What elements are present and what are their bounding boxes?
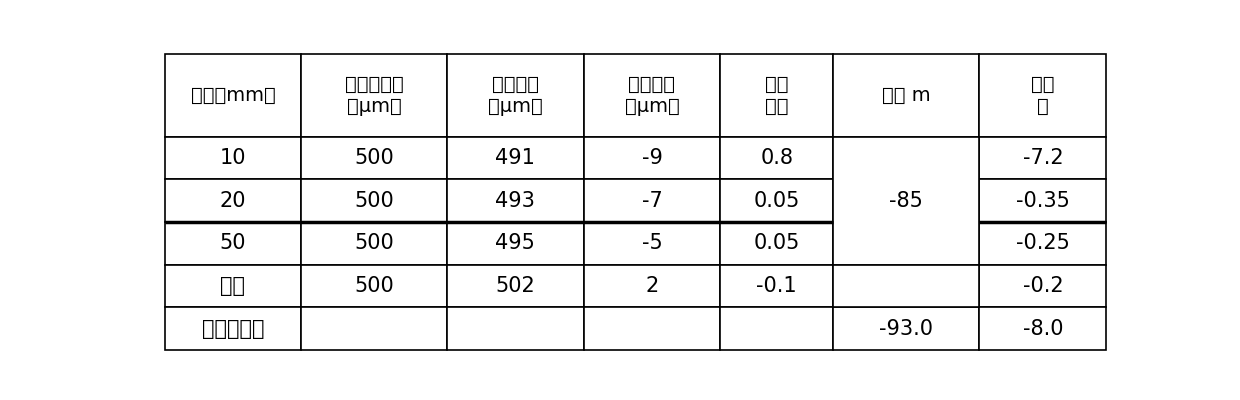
Text: 502: 502 <box>496 276 536 296</box>
Bar <box>301 307 448 350</box>
Text: 500: 500 <box>355 276 394 296</box>
Bar <box>584 264 720 307</box>
Bar <box>165 137 301 179</box>
Text: -7.2: -7.2 <box>1023 148 1063 168</box>
Text: 0.05: 0.05 <box>754 233 800 253</box>
Text: -9: -9 <box>641 148 662 168</box>
Text: 中心: 中心 <box>221 276 246 296</box>
Text: 加权
值: 加权 值 <box>1032 75 1054 116</box>
Bar <box>980 137 1106 179</box>
Bar <box>720 179 833 222</box>
Text: 单点厚差
（μm）: 单点厚差 （μm） <box>625 75 680 116</box>
Bar <box>448 307 584 350</box>
Text: 0.05: 0.05 <box>754 191 800 211</box>
Bar <box>833 264 980 307</box>
Bar <box>301 137 448 179</box>
Text: 10: 10 <box>219 148 246 168</box>
Bar <box>833 137 980 264</box>
Bar <box>720 307 833 350</box>
Text: 中心点厚度
（μm）: 中心点厚度 （μm） <box>345 75 403 116</box>
Bar <box>720 222 833 264</box>
Text: 加上 m: 加上 m <box>882 86 930 105</box>
Bar <box>448 264 584 307</box>
Text: -5: -5 <box>641 233 662 253</box>
Bar <box>980 179 1106 222</box>
Text: -8.0: -8.0 <box>1023 318 1063 338</box>
Bar <box>584 179 720 222</box>
Bar <box>448 137 584 179</box>
Text: -7: -7 <box>641 191 662 211</box>
Text: 20: 20 <box>219 191 246 211</box>
Bar <box>165 222 301 264</box>
Text: 加权
系数: 加权 系数 <box>765 75 789 116</box>
Text: -0.2: -0.2 <box>1023 276 1063 296</box>
Text: 50: 50 <box>219 233 246 253</box>
Text: 500: 500 <box>355 191 394 211</box>
Bar <box>301 222 448 264</box>
Bar <box>833 307 980 350</box>
Text: 最终窜动值: 最终窜动值 <box>202 318 264 338</box>
Text: -0.1: -0.1 <box>756 276 797 296</box>
Text: -85: -85 <box>889 191 924 211</box>
Bar <box>448 179 584 222</box>
Text: 位置（mm）: 位置（mm） <box>191 86 275 105</box>
Text: 491: 491 <box>496 148 536 168</box>
Text: 0.8: 0.8 <box>760 148 794 168</box>
Bar <box>980 264 1106 307</box>
Text: 495: 495 <box>496 233 536 253</box>
Bar <box>584 137 720 179</box>
Bar <box>584 54 720 137</box>
Bar <box>584 307 720 350</box>
Text: 493: 493 <box>496 191 536 211</box>
Text: -0.35: -0.35 <box>1016 191 1070 211</box>
Bar <box>165 307 301 350</box>
Bar <box>980 307 1106 350</box>
Bar <box>833 54 980 137</box>
Bar <box>301 54 448 137</box>
Text: -93.0: -93.0 <box>879 318 934 338</box>
Text: 500: 500 <box>355 233 394 253</box>
Bar <box>980 54 1106 137</box>
Bar <box>720 264 833 307</box>
Bar <box>448 222 584 264</box>
Bar <box>720 137 833 179</box>
Bar <box>980 222 1106 264</box>
Text: 500: 500 <box>355 148 394 168</box>
Bar <box>448 54 584 137</box>
Bar <box>165 264 301 307</box>
Bar <box>165 179 301 222</box>
Bar <box>584 222 720 264</box>
Text: 2: 2 <box>645 276 658 296</box>
Text: -0.25: -0.25 <box>1016 233 1070 253</box>
Bar <box>301 264 448 307</box>
Bar <box>720 54 833 137</box>
Bar <box>301 179 448 222</box>
Text: 边部厚度
（μm）: 边部厚度 （μm） <box>489 75 543 116</box>
Bar <box>165 54 301 137</box>
